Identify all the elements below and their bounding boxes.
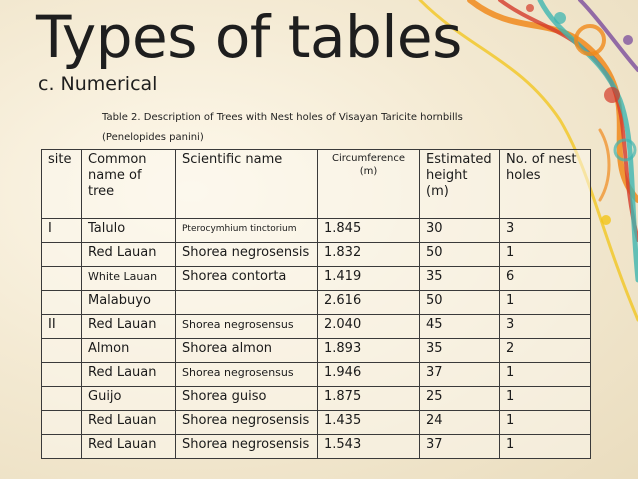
cell-common-name: Red Lauan [81,242,176,267]
table-row: Guijo Shorea guiso 1.875 25 1 [41,386,591,411]
cell-nest-holes: 3 [499,218,591,243]
cell-nest-holes: 6 [499,266,591,291]
cell-height: 37 [419,362,500,387]
tree-data-table: site Common name of tree Scientific name… [41,149,591,459]
table-row: Red Lauan Shorea negrosensis 1.832 50 1 [41,242,591,267]
table-row: II Red Lauan Shorea negrosensus 2.040 45 3 [41,314,591,339]
cell-scientific-name: Pterocymhium tinctorium [175,218,318,243]
cell-site [41,266,82,291]
cell-common-name: White Lauan [81,266,176,291]
cell-nest-holes: 1 [499,386,591,411]
header-common-name: Common name of tree [81,149,176,219]
cell-scientific-name: Shorea negrosensis [175,410,318,435]
cell-scientific-name: Shorea almon [175,338,318,363]
cell-height: 25 [419,386,500,411]
cell-circumference: 2.616 [317,290,420,315]
cell-height: 24 [419,410,500,435]
cell-nest-holes: 1 [499,362,591,387]
table-row: White Lauan Shorea contorta 1.419 35 6 [41,266,591,291]
cell-common-name: Guijo [81,386,176,411]
cell-scientific-name: Shorea contorta [175,266,318,291]
header-scientific-name: Scientific name [175,149,318,219]
cell-nest-holes: 1 [499,242,591,267]
cell-site: I [41,218,82,243]
cell-site [41,410,82,435]
table-row: Malabuyo 2.616 50 1 [41,290,591,315]
slide-title: Types of tables [36,3,462,71]
cell-common-name: Almon [81,338,176,363]
cell-site [41,338,82,363]
table-caption-species: (Penelopides panini) [102,132,204,143]
cell-nest-holes: 3 [499,314,591,339]
cell-common-name: Red Lauan [81,362,176,387]
table-row: Almon Shorea almon 1.893 35 2 [41,338,591,363]
cell-height: 45 [419,314,500,339]
cell-nest-holes: 1 [499,410,591,435]
table-row: Red Lauan Shorea negrosensis 1.543 37 1 [41,434,591,459]
cell-height: 37 [419,434,500,459]
table-row: I Talulo Pterocymhium tinctorium 1.845 30 3 [41,218,591,243]
cell-scientific-name: Shorea negrosensus [175,362,318,387]
cell-common-name: Red Lauan [81,434,176,459]
table-row: Red Lauan Shorea negrosensus 1.946 37 1 [41,362,591,387]
cell-nest-holes: 2 [499,338,591,363]
table-row: Red Lauan Shorea negrosensis 1.435 24 1 [41,410,591,435]
cell-scientific-name [175,290,318,315]
cell-site [41,386,82,411]
cell-common-name: Red Lauan [81,314,176,339]
cell-site [41,362,82,387]
cell-height: 50 [419,290,500,315]
table-body: I Talulo Pterocymhium tinctorium 1.845 30 3 Re… [41,218,591,459]
header-estimated-height: Estimated height (m) [419,149,500,219]
cell-circumference: 1.543 [317,434,420,459]
cell-circumference: 1.893 [317,338,420,363]
cell-common-name: Malabuyo [81,290,176,315]
cell-site [41,290,82,315]
cell-common-name: Talulo [81,218,176,243]
slide-subtitle: c. Numerical [38,73,158,95]
cell-circumference: 2.040 [317,314,420,339]
cell-circumference: 1.832 [317,242,420,267]
cell-scientific-name: Shorea negrosensus [175,314,318,339]
cell-circumference: 1.435 [317,410,420,435]
cell-site: II [41,314,82,339]
cell-circumference: 1.845 [317,218,420,243]
table-caption: Table 2. Description of Trees with Nest … [102,112,463,123]
header-circumference: Circumference (m) [317,149,420,219]
cell-circumference: 1.946 [317,362,420,387]
header-site: site [41,149,82,219]
header-nest-holes: No. of nest holes [499,149,591,219]
cell-scientific-name: Shorea negrosensis [175,434,318,459]
cell-scientific-name: Shorea guiso [175,386,318,411]
cell-height: 50 [419,242,500,267]
cell-height: 35 [419,266,500,291]
cell-scientific-name: Shorea negrosensis [175,242,318,267]
cell-nest-holes: 1 [499,434,591,459]
cell-height: 30 [419,218,500,243]
cell-height: 35 [419,338,500,363]
cell-site [41,434,82,459]
cell-nest-holes: 1 [499,290,591,315]
cell-circumference: 1.875 [317,386,420,411]
cell-site [41,242,82,267]
cell-circumference: 1.419 [317,266,420,291]
table-header-row: site Common name of tree Scientific name… [41,149,591,219]
cell-common-name: Red Lauan [81,410,176,435]
